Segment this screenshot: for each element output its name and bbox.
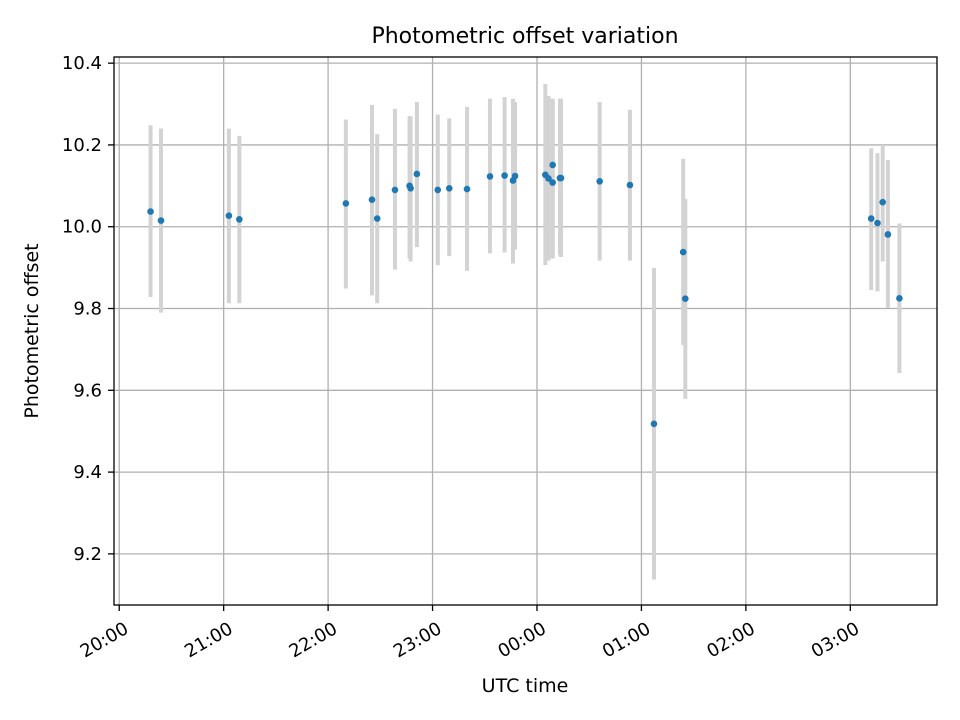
data-point <box>434 186 442 194</box>
data-points <box>147 161 903 428</box>
data-point <box>147 208 154 215</box>
data-point <box>511 172 519 180</box>
data-point <box>545 175 552 182</box>
data-point <box>549 161 556 169</box>
data-point <box>650 420 658 428</box>
data-point <box>557 174 565 182</box>
data-point <box>373 215 381 222</box>
data-point <box>413 170 421 178</box>
data-point <box>157 217 165 224</box>
data-point <box>596 178 603 185</box>
data-point <box>874 219 881 227</box>
grid-lines <box>114 57 937 605</box>
data-point <box>368 196 376 204</box>
y-tick-label: 9.6 <box>73 380 102 401</box>
data-point <box>679 248 687 256</box>
data-point <box>463 185 471 193</box>
data-point <box>236 216 243 223</box>
y-tick-label: 10.4 <box>62 53 102 74</box>
data-point <box>407 184 414 192</box>
data-point <box>681 295 689 302</box>
x-axis-label: UTC time <box>482 675 569 697</box>
data-point <box>626 181 634 189</box>
data-point <box>342 200 350 207</box>
y-tick-label: 9.2 <box>73 544 102 565</box>
data-point <box>501 172 508 179</box>
data-point <box>486 173 494 180</box>
y-tick-label: 10.0 <box>62 217 102 238</box>
data-point <box>549 179 556 186</box>
data-point <box>225 212 233 219</box>
data-point <box>867 215 875 222</box>
chart-title: Photometric offset variation <box>371 24 678 49</box>
plot-frame <box>113 56 938 606</box>
y-tick-label: 9.4 <box>73 462 102 483</box>
data-point <box>884 231 892 238</box>
data-point <box>879 198 886 206</box>
data-point <box>445 184 453 192</box>
data-point <box>896 294 903 302</box>
data-point <box>391 186 399 194</box>
y-tick-label: 10.2 <box>62 135 102 156</box>
y-tick-label: 9.8 <box>73 299 102 320</box>
y-axis-label: Photometric offset <box>21 243 43 418</box>
